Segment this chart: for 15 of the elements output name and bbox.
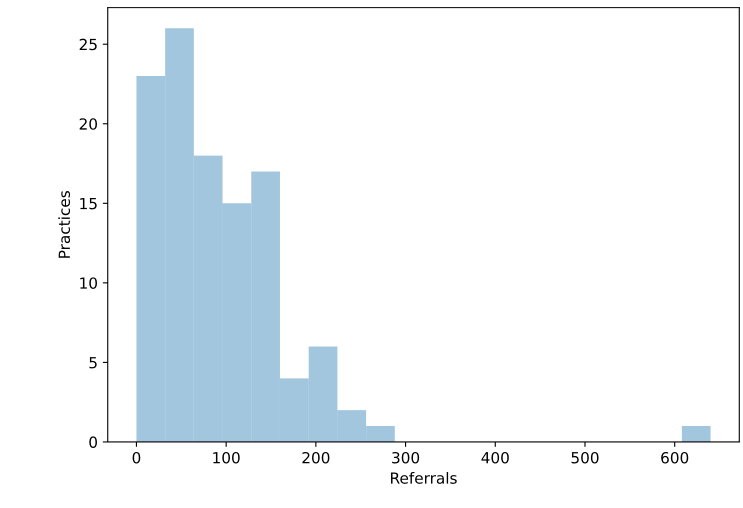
x-tick-label: 500	[572, 452, 599, 464]
x-tick-label: 200	[302, 452, 330, 464]
y-axis-title: Practices	[58, 191, 70, 258]
x-tick-label: 400	[481, 452, 509, 464]
x-tick-label: 600	[661, 452, 688, 464]
y-tick-label: 10	[80, 277, 97, 289]
x-tick-label: 300	[392, 452, 420, 464]
y-tick-label: 20	[80, 118, 97, 130]
y-tick-label: 15	[80, 198, 97, 210]
y-tick-label: 25	[80, 38, 97, 50]
x-tick-label: 100	[213, 452, 240, 464]
y-tick-label: 5	[89, 357, 97, 368]
x-tick-label: 0	[132, 452, 140, 464]
y-tick-label: 0	[89, 436, 97, 448]
x-axis-title: Referrals	[391, 472, 457, 484]
